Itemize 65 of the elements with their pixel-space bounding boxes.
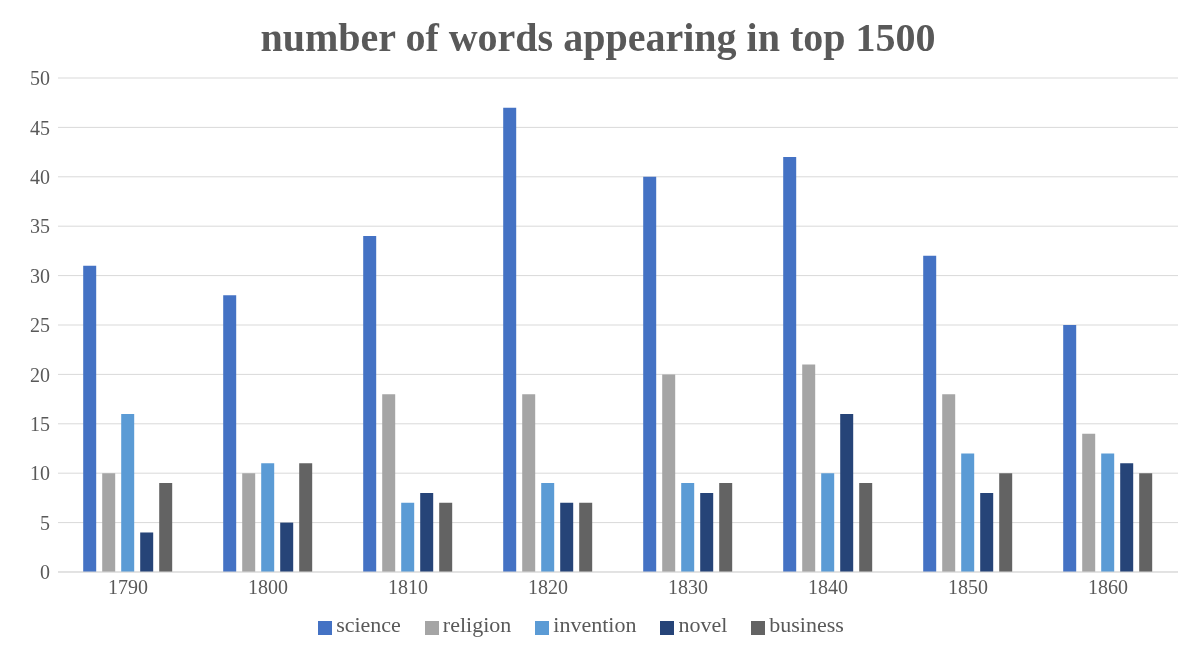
legend-label: invention <box>553 612 637 637</box>
x-tick-label: 1840 <box>808 576 848 599</box>
legend-label: science <box>336 612 401 637</box>
bar <box>140 532 154 572</box>
bar <box>261 463 275 572</box>
bar <box>999 473 1013 572</box>
legend-label: novel <box>678 612 728 637</box>
y-tick-label: 25 <box>30 314 50 337</box>
bar <box>541 483 555 572</box>
bar <box>439 502 453 572</box>
y-tick-label: 20 <box>30 363 50 386</box>
bar <box>980 492 994 572</box>
bar <box>159 483 173 572</box>
bar <box>719 483 733 572</box>
bar <box>1082 433 1096 572</box>
x-tick-label: 1860 <box>1088 576 1128 599</box>
bar <box>401 502 415 572</box>
bar <box>420 492 434 572</box>
y-tick-label: 40 <box>30 165 50 188</box>
y-tick-label: 50 <box>30 67 50 90</box>
x-tick-label: 1830 <box>668 576 708 599</box>
x-tick-label: 1790 <box>108 576 148 599</box>
bar <box>821 473 835 572</box>
bar <box>382 394 396 572</box>
bar <box>579 502 593 572</box>
bar <box>700 492 714 572</box>
y-tick-label: 45 <box>30 116 50 139</box>
bar <box>83 265 97 572</box>
bar <box>1063 325 1077 572</box>
bar <box>299 463 313 572</box>
bar <box>223 295 237 572</box>
bar <box>961 453 975 572</box>
bar <box>363 236 377 572</box>
bar <box>121 413 135 572</box>
bar <box>923 255 937 572</box>
bar <box>1101 453 1115 572</box>
y-tick-label: 5 <box>40 511 50 534</box>
bar <box>102 473 116 572</box>
bar <box>840 413 854 572</box>
bar <box>643 176 657 572</box>
legend-label: business <box>769 612 844 637</box>
y-tick-label: 35 <box>30 215 50 238</box>
bar <box>942 394 956 572</box>
bar <box>560 502 574 572</box>
bar <box>503 107 517 572</box>
x-tick-label: 1820 <box>528 576 568 599</box>
bar <box>681 483 695 572</box>
x-tick-label: 1850 <box>948 576 988 599</box>
bar <box>242 473 256 572</box>
bar <box>802 364 816 572</box>
bar <box>783 157 797 572</box>
y-tick-label: 10 <box>30 462 50 485</box>
chart-title: number of words appearing in top 1500 <box>259 14 937 62</box>
legend-label: religion <box>442 612 512 637</box>
bar <box>1139 473 1153 572</box>
y-tick-label: 30 <box>30 264 50 287</box>
bar <box>280 522 294 572</box>
y-tick-label: 15 <box>30 412 50 435</box>
bar <box>1120 463 1134 572</box>
bar <box>859 483 873 572</box>
y-tick-label: 0 <box>40 561 50 584</box>
bar <box>662 374 676 572</box>
bar <box>522 394 536 572</box>
x-tick-label: 1800 <box>248 576 288 599</box>
x-tick-label: 1810 <box>388 576 428 599</box>
